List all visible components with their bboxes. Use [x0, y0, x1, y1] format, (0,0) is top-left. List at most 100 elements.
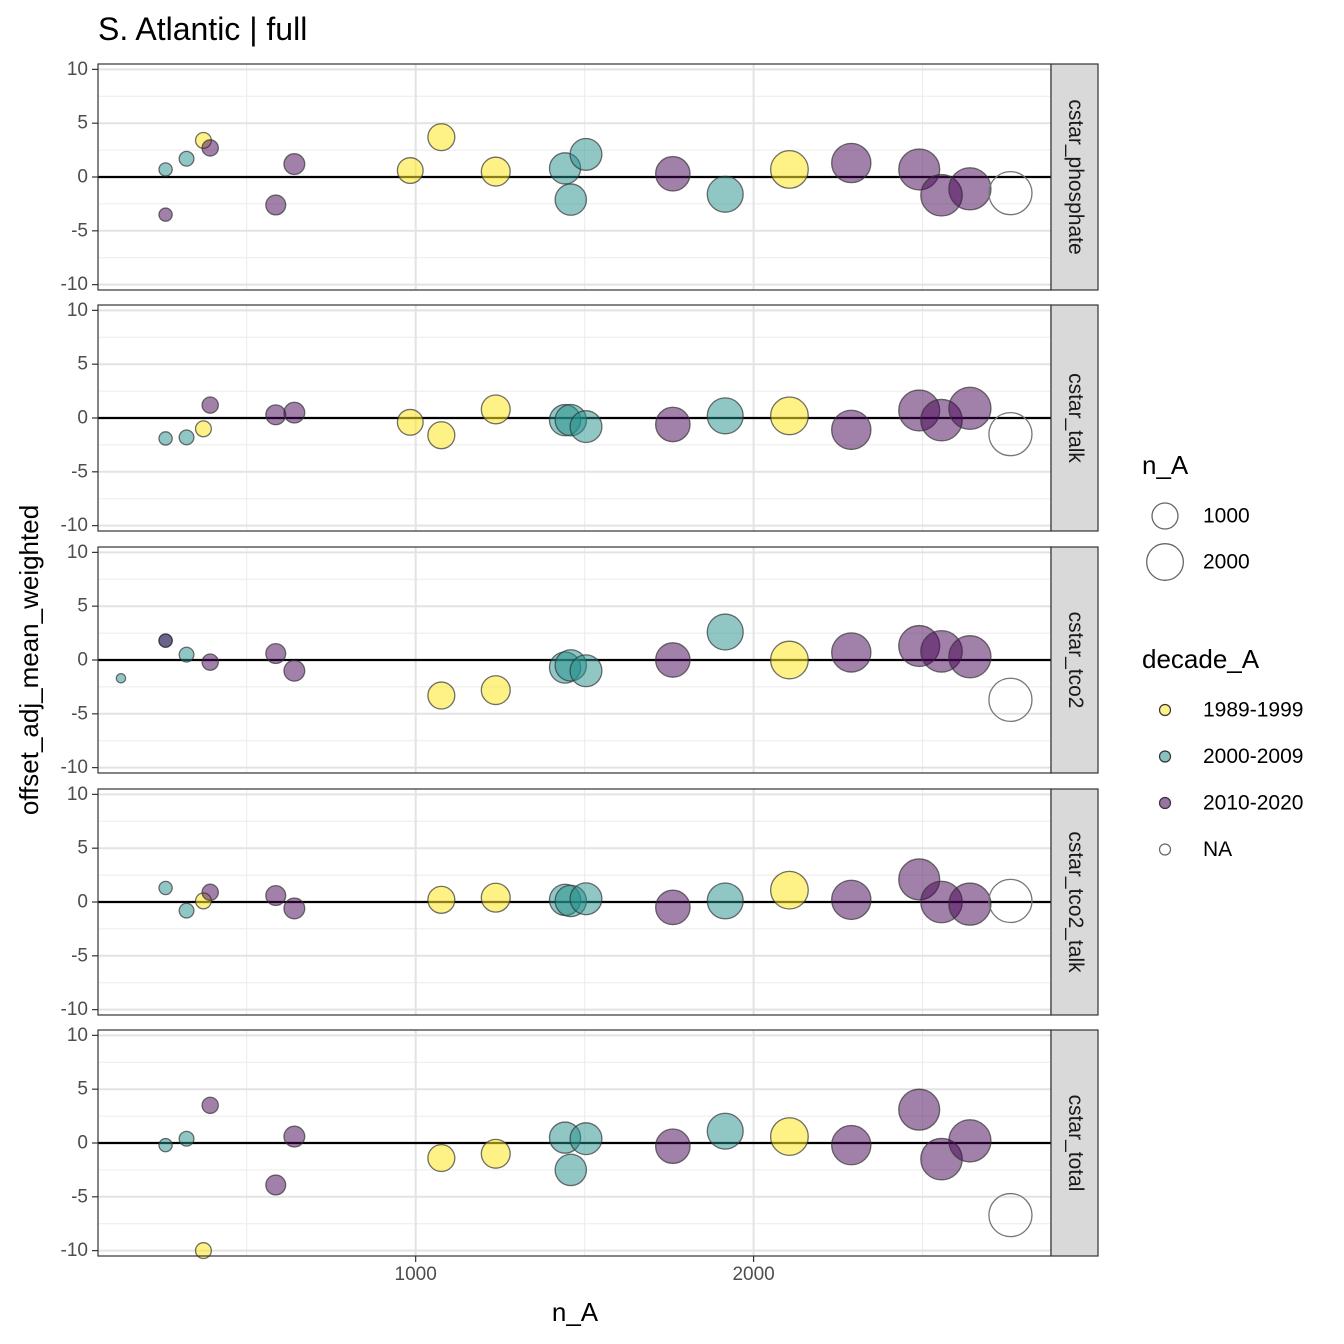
size-legend-key [1151, 502, 1179, 530]
data-point [948, 167, 992, 211]
facet-strip [1050, 546, 1099, 774]
color-legend-key [1158, 750, 1172, 763]
x-axis-title: n_A [552, 1297, 599, 1327]
data-point [898, 1088, 941, 1131]
data-point [988, 878, 1033, 924]
y-tick-label: 5 [77, 838, 88, 859]
data-point [706, 175, 744, 213]
data-point [201, 139, 219, 157]
facet-panels: cstar_phosphate 10 5 0 -5 -10 cstar_talk 10 5 0 -5… [61, 59, 1099, 1285]
data-point [201, 1096, 219, 1115]
data-point [427, 123, 456, 152]
data-point [201, 883, 219, 902]
data-point [831, 142, 872, 184]
data-point [831, 1124, 872, 1166]
data-point [194, 1242, 212, 1260]
panel-cstar_phosphate: cstar_phosphate 10 5 0 -5 -10 [61, 59, 1099, 295]
facet-strip [1050, 1029, 1099, 1257]
data-point [706, 613, 744, 651]
data-point [480, 394, 511, 425]
data-point [158, 431, 173, 446]
data-point [178, 1130, 195, 1147]
y-tick-label: -5 [71, 1186, 88, 1207]
facet-strip [1050, 63, 1099, 291]
data-point [769, 1117, 809, 1157]
data-point [396, 408, 424, 436]
facet-strip [1050, 788, 1099, 1016]
data-point [769, 870, 809, 910]
data-point [569, 654, 603, 688]
data-point [178, 902, 195, 919]
color-legend-label: 2010-2020 [1203, 792, 1303, 815]
data-point [115, 673, 127, 684]
data-point [769, 396, 809, 436]
x-tick-label: 1000 [395, 1264, 437, 1285]
panel-cstar_tco2: cstar_tco2 10 5 0 -5 -10 [61, 542, 1099, 778]
data-point [988, 677, 1033, 723]
color-legend-label: NA [1203, 838, 1232, 861]
color-legend-key [1158, 796, 1172, 810]
y-tick-label: 0 [77, 650, 88, 671]
data-point [178, 646, 195, 663]
data-point [396, 157, 424, 185]
data-point [654, 155, 691, 192]
facet-strip [1050, 304, 1099, 532]
data-point [178, 429, 195, 446]
size-legend-label: 2000 [1203, 551, 1250, 574]
y-tick-label: 10 [67, 1025, 88, 1046]
data-point [283, 401, 306, 424]
data-point [988, 1192, 1033, 1238]
y-tick-label: 5 [77, 354, 88, 375]
y-tick-label: -5 [71, 945, 88, 966]
data-point [569, 410, 603, 444]
data-point [831, 409, 872, 451]
data-point [654, 406, 691, 443]
data-point [265, 642, 287, 665]
facet-strip-label: cstar_talk [1064, 373, 1087, 463]
data-point [831, 632, 872, 673]
color-legend-label: 2000-2009 [1203, 745, 1303, 768]
y-tick-label: 0 [77, 167, 88, 188]
data-point [948, 882, 992, 926]
panel-cstar_tco2_talk: cstar_tco2_talk 10 5 0 -5 -10 [61, 784, 1099, 1020]
data-point [654, 889, 691, 926]
data-point [480, 156, 511, 187]
y-tick-label: 0 [77, 1133, 88, 1154]
y-tick-label: 0 [77, 408, 88, 429]
size-legend-key [1146, 543, 1184, 581]
y-tick-label: -5 [71, 220, 88, 241]
data-point [265, 884, 287, 907]
data-point [706, 882, 744, 920]
size-legend-label: 1000 [1203, 505, 1250, 528]
data-point [427, 681, 456, 710]
y-tick-label: -10 [61, 757, 88, 778]
data-point [283, 659, 306, 682]
data-point [194, 420, 212, 438]
y-tick-label: -10 [61, 274, 88, 295]
data-point [706, 397, 744, 435]
data-point [158, 162, 173, 177]
data-point [706, 1112, 744, 1150]
facet-strip-label: cstar_tco2_talk [1064, 831, 1087, 973]
y-tick-label: 10 [67, 542, 88, 563]
y-tick-label: -10 [61, 515, 88, 536]
data-point [769, 150, 809, 189]
y-tick-label: 0 [77, 892, 88, 913]
data-point [654, 1128, 691, 1165]
y-tick-label: -10 [61, 1240, 88, 1261]
data-point [158, 880, 173, 896]
legend: n_A 1000 2000 decade_A 1989-1999 2000-2009 201… [1142, 450, 1303, 861]
data-point [158, 633, 173, 648]
y-tick-label: 10 [67, 784, 88, 805]
data-point [948, 635, 992, 679]
panel-cstar_total: cstar_total 10 5 0 -5 -10 1000 2000 [61, 1025, 1099, 1285]
y-tick-label: -10 [61, 999, 88, 1020]
data-point [769, 640, 809, 680]
color-legend-key [1158, 703, 1172, 717]
data-point [569, 882, 603, 916]
color-legend-title: decade_A [1142, 644, 1260, 674]
data-point [569, 1122, 603, 1156]
data-point [158, 1137, 173, 1153]
panel-cstar_talk: cstar_talk 10 5 0 -5 -10 [61, 300, 1099, 536]
